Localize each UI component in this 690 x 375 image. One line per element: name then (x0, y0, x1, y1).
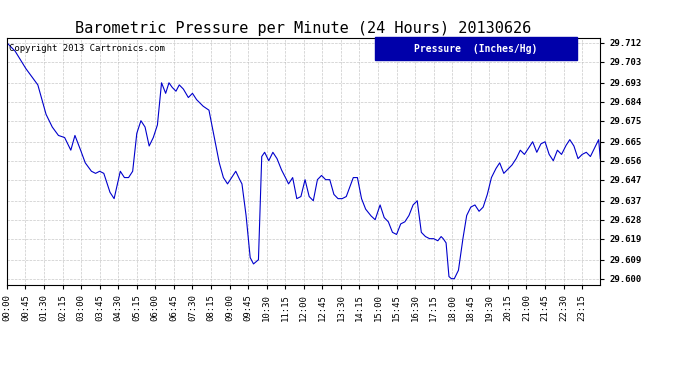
Text: Copyright 2013 Cartronics.com: Copyright 2013 Cartronics.com (9, 44, 164, 53)
Bar (375, 38, 577, 60)
Text: Pressure  (Inches/Hg): Pressure (Inches/Hg) (414, 44, 538, 54)
Title: Barometric Pressure per Minute (24 Hours) 20130626: Barometric Pressure per Minute (24 Hours… (75, 21, 532, 36)
